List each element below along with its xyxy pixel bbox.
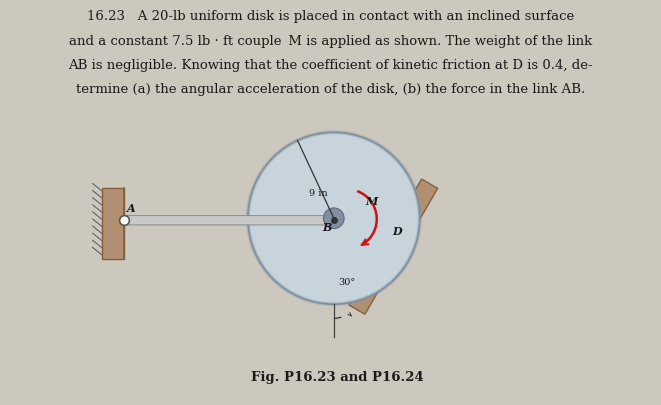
Text: 30°: 30° <box>338 277 356 286</box>
Text: termine (a) the angular acceleration of the disk, (b) the force in the link AB.: termine (a) the angular acceleration of … <box>76 83 585 96</box>
Text: B: B <box>323 221 332 232</box>
Text: D: D <box>392 226 402 237</box>
Circle shape <box>248 133 420 305</box>
Circle shape <box>323 209 344 229</box>
Text: AB is negligible. Knowing that the coefficient of kinetic friction at D is 0.4, : AB is negligible. Knowing that the coeff… <box>68 59 593 72</box>
Bar <box>102 188 124 259</box>
Text: 16.23   A 20-lb uniform disk is placed in contact with an inclined surface: 16.23 A 20-lb uniform disk is placed in … <box>87 10 574 23</box>
Text: A: A <box>127 202 136 213</box>
Text: 9 in: 9 in <box>309 189 328 198</box>
Polygon shape <box>349 180 438 314</box>
FancyBboxPatch shape <box>124 216 335 225</box>
Text: Fig. P16.23 and P16.24: Fig. P16.23 and P16.24 <box>251 370 424 383</box>
Text: and a constant 7.5 lb · ft couple  ​M is applied as shown. The weight of the lin: and a constant 7.5 lb · ft couple ​M is … <box>69 34 592 47</box>
Text: M: M <box>366 196 378 207</box>
